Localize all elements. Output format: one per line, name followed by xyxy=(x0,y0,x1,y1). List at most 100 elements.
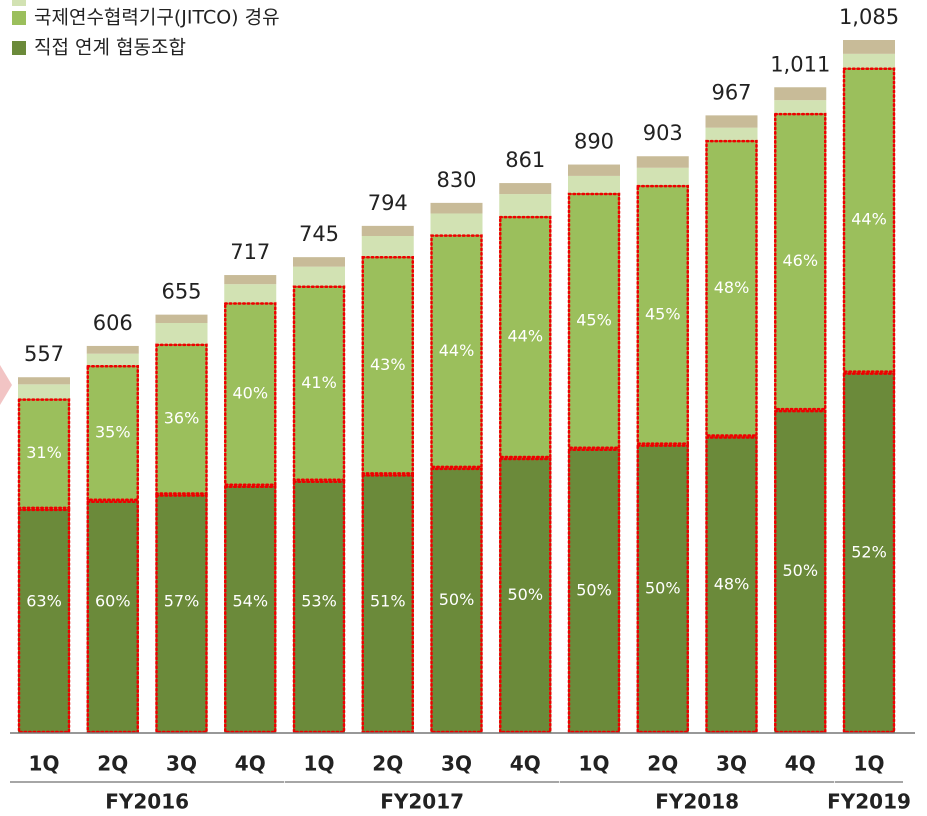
bar-segment xyxy=(705,436,758,733)
bar-segment xyxy=(361,256,414,475)
x-tick-label: 4Q xyxy=(510,752,541,776)
data-label: 44% xyxy=(851,210,887,229)
bar-segment xyxy=(155,494,208,733)
data-label: 63% xyxy=(26,592,62,611)
bar-segment xyxy=(774,100,827,114)
total-label: 903 xyxy=(643,121,683,145)
segment-outline xyxy=(636,444,689,734)
bar-segment xyxy=(568,192,620,449)
x-tick-label: 1Q xyxy=(304,752,335,776)
x-tick-label: 2Q xyxy=(647,752,678,776)
data-label: 46% xyxy=(782,251,818,270)
bar-segment xyxy=(636,444,689,733)
data-label: 41% xyxy=(301,373,337,392)
segment-outline xyxy=(636,184,689,445)
bar-segment xyxy=(86,345,139,354)
segment-outline xyxy=(292,480,346,734)
data-label: 53% xyxy=(301,592,337,611)
bar-segment xyxy=(224,284,277,303)
bar-segment xyxy=(774,410,827,733)
bar-segment xyxy=(636,185,689,445)
x-tick-label: 3Q xyxy=(716,752,747,776)
bar-segment xyxy=(293,266,345,286)
bar-segment xyxy=(499,183,552,195)
bar-segment xyxy=(18,508,70,733)
bar-segment xyxy=(155,314,208,324)
x-tick-label: 2Q xyxy=(97,752,128,776)
total-label: 1,085 xyxy=(839,5,899,29)
group-label: FY2017 xyxy=(380,790,464,814)
bar-segment xyxy=(86,365,139,501)
x-tick-label: 1Q xyxy=(579,752,610,776)
x-tick-label: 4Q xyxy=(235,752,266,776)
data-label: 57% xyxy=(164,592,200,611)
bar-segment xyxy=(843,53,895,68)
total-label: 967 xyxy=(711,80,751,104)
bar-segment xyxy=(568,164,620,176)
total-label: 717 xyxy=(230,240,270,264)
bar-segment xyxy=(499,458,552,733)
group-label: FY2016 xyxy=(105,790,189,814)
bar-segment xyxy=(224,275,277,285)
bar-segment xyxy=(86,353,139,366)
bar-segment xyxy=(18,398,70,509)
segment-outline xyxy=(774,112,827,411)
bar-segment xyxy=(843,67,895,373)
data-label: 52% xyxy=(851,542,887,561)
data-label: 50% xyxy=(645,578,681,597)
data-label: 50% xyxy=(507,585,543,604)
segment-outline xyxy=(842,67,896,373)
bar-segment xyxy=(705,115,758,128)
bar-segment xyxy=(568,448,620,733)
data-label: 36% xyxy=(164,409,200,428)
total-label: 861 xyxy=(505,148,545,172)
bar-segment xyxy=(361,474,414,733)
legend-swatch xyxy=(12,11,26,25)
segment-outline xyxy=(430,467,483,734)
total-label: 745 xyxy=(299,222,339,246)
bar-segment xyxy=(293,285,345,481)
bar-segment xyxy=(18,377,70,385)
data-label: 50% xyxy=(439,590,475,609)
total-label: 655 xyxy=(161,280,201,304)
total-label: 557 xyxy=(24,342,64,366)
bar-segment xyxy=(636,167,689,186)
legend-label: 국제연수협력기구(JITCO) 경유 xyxy=(34,7,280,29)
bar-segment xyxy=(843,372,895,733)
data-label: 50% xyxy=(576,580,612,599)
segment-outline xyxy=(155,494,208,734)
bar-segment xyxy=(774,113,827,411)
segment-outline xyxy=(86,365,139,502)
x-tick-label: 1Q xyxy=(29,752,60,776)
segment-outline xyxy=(155,343,208,495)
data-label: 35% xyxy=(95,423,131,442)
edge-marker xyxy=(0,365,12,405)
total-label: 830 xyxy=(436,168,476,192)
bar-segment xyxy=(224,302,277,486)
group-label: FY2019 xyxy=(827,790,911,814)
data-label: 44% xyxy=(439,341,475,360)
segment-outline xyxy=(224,302,277,486)
group-label: FY2018 xyxy=(655,790,739,814)
segment-outline xyxy=(86,500,139,734)
segment-outline xyxy=(17,398,71,510)
data-label: 31% xyxy=(26,443,62,462)
segment-outline xyxy=(361,474,414,734)
bar-segment xyxy=(361,236,414,257)
legend-swatch xyxy=(12,41,26,55)
segment-outline xyxy=(292,285,346,482)
bar-segment xyxy=(430,234,483,468)
total-label: 1,011 xyxy=(770,52,830,76)
segment-outline xyxy=(361,256,414,475)
data-label: 50% xyxy=(782,561,818,580)
segment-outline xyxy=(17,508,71,734)
bar-segment xyxy=(568,175,620,193)
segment-outline xyxy=(567,448,621,734)
bar-segment xyxy=(499,194,552,217)
bar-segment xyxy=(224,485,277,733)
data-label: 60% xyxy=(95,592,131,611)
data-label: 40% xyxy=(232,384,268,403)
data-label: 43% xyxy=(370,355,406,374)
data-label: 45% xyxy=(645,304,681,323)
